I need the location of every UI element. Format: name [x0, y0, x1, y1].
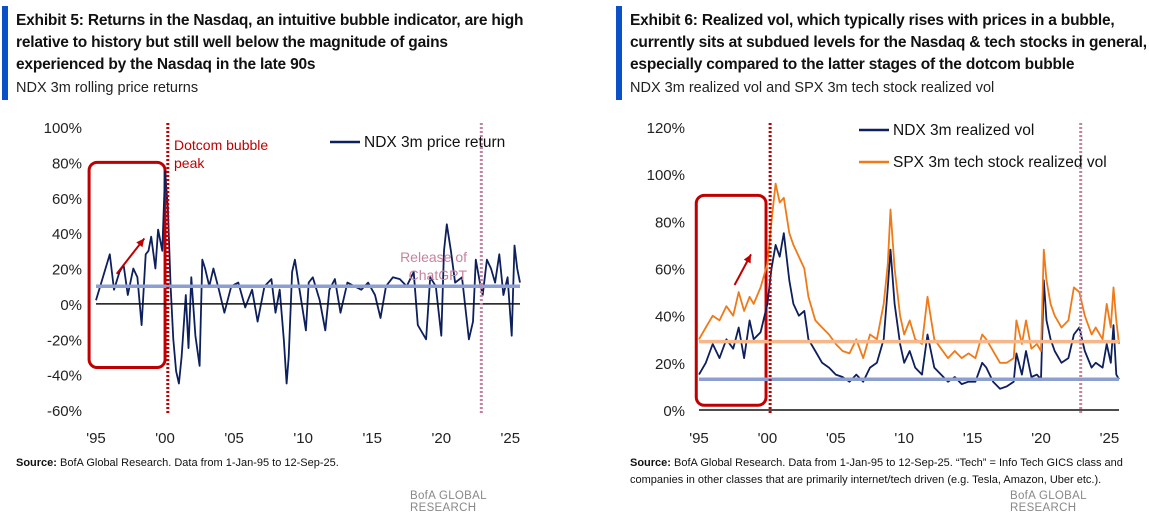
exhibit-5-source-label: Source: [16, 457, 57, 469]
exhibit-6-panel: Exhibit 6: Realized vol, which typically… [614, 0, 1149, 514]
y-tick-label: 20% [655, 356, 685, 373]
x-tick-label: '15 [362, 430, 382, 447]
y-tick-label: 40% [52, 226, 82, 243]
x-tick-label: '15 [963, 430, 983, 447]
trend-arrow-head [136, 238, 145, 248]
legend-label-0: NDX 3m price return [364, 134, 505, 151]
annotation-0-line-2: peak [174, 155, 205, 171]
exhibit-6-brand: BofA GLOBAL RESEARCH [1010, 490, 1087, 514]
y-tick-label: 100% [647, 167, 685, 184]
exhibit-6-title: Exhibit 6: Realized vol, which typically… [630, 12, 1147, 73]
highlight-box [87, 160, 167, 370]
y-tick-label: 80% [52, 155, 82, 172]
y-tick-label: 100% [44, 120, 82, 137]
exhibit-5-panel: Exhibit 5: Returns in the Nasdaq, an int… [0, 0, 540, 514]
exhibit-6-subtitle: NDX 3m realized vol and SPX 3m tech stoc… [630, 80, 995, 96]
x-tick-label: '00 [758, 430, 778, 447]
y-tick-label: 0% [60, 297, 82, 314]
x-tick-label: '95 [689, 430, 709, 447]
x-tick-label: '20 [1031, 430, 1051, 447]
exhibit-5-source-text: BofA Global Research. Data from 1-Jan-95… [56, 457, 339, 469]
annotation-1-line-1: Release of [400, 249, 467, 265]
series-line-ndx-3m-realized-vol [698, 232, 1120, 390]
exhibit-5-chart: -60% -40% -20% 0% 20% 40% 60% 80% 100% '95 '00 '05 '… [44, 120, 521, 447]
series-line-spx-3m-tech-stock-realized-vol [698, 182, 1120, 364]
exhibit-5-subtitle: NDX 3m rolling price returns [16, 80, 199, 96]
legend-label-1: SPX 3m tech stock realized vol [893, 154, 1107, 171]
y-tick-label: 60% [52, 191, 82, 208]
x-tick-label: '05 [224, 430, 244, 447]
y-tick-label: 120% [647, 120, 685, 137]
annotation-1-line-2: ChatGPT [1008, 110, 1067, 113]
exhibit-6-accent-bar [616, 6, 622, 100]
x-tick-label: '25 [501, 430, 521, 447]
y-tick-label: -20% [47, 332, 82, 349]
y-tick-label: 80% [655, 214, 685, 231]
x-tick-label: '95 [86, 430, 106, 447]
legend-label-0: NDX 3m realized vol [893, 122, 1034, 139]
y-tick-label: 40% [655, 309, 685, 326]
y-tick-label: 20% [52, 262, 82, 279]
exhibit-6-source-text: BofA Global Research. Data from 1-Jan-95… [630, 457, 1123, 486]
y-tick-label: -40% [47, 368, 82, 385]
x-tick-label: '10 [894, 430, 914, 447]
exhibit-6-source-label: Source: [630, 457, 671, 469]
x-tick-label: '25 [1100, 430, 1120, 447]
y-tick-label: 60% [655, 262, 685, 279]
exhibit-5-brand: BofA GLOBAL RESEARCH [410, 490, 487, 514]
annotation-0-line-1: Dotcom bubble [174, 137, 268, 153]
y-tick-label: -60% [47, 403, 82, 420]
exhibit-5-source: Source: BofA Global Research. Data from … [16, 455, 536, 472]
x-tick-label: '20 [431, 430, 451, 447]
x-tick-label: '00 [155, 430, 175, 447]
x-tick-label: '05 [826, 430, 846, 447]
series-line-ndx-3m-price-return [95, 170, 521, 385]
exhibit-6-source: Source: BofA Global Research. Data from … [630, 455, 1149, 489]
exhibit-6-chart: 0% 20% 40% 60% 80% 100% 120% '95 '00 '05 '10 '15 '20… [647, 110, 1120, 447]
annotation-1-line-2: ChatGPT [409, 267, 468, 283]
highlight-box [694, 193, 768, 407]
x-tick-label: '10 [293, 430, 313, 447]
exhibit-5-title: Exhibit 5: Returns in the Nasdaq, an int… [16, 12, 524, 73]
y-tick-label: 0% [663, 403, 685, 420]
trend-arrow-head [743, 254, 751, 264]
exhibit-5-accent-bar [2, 6, 8, 100]
